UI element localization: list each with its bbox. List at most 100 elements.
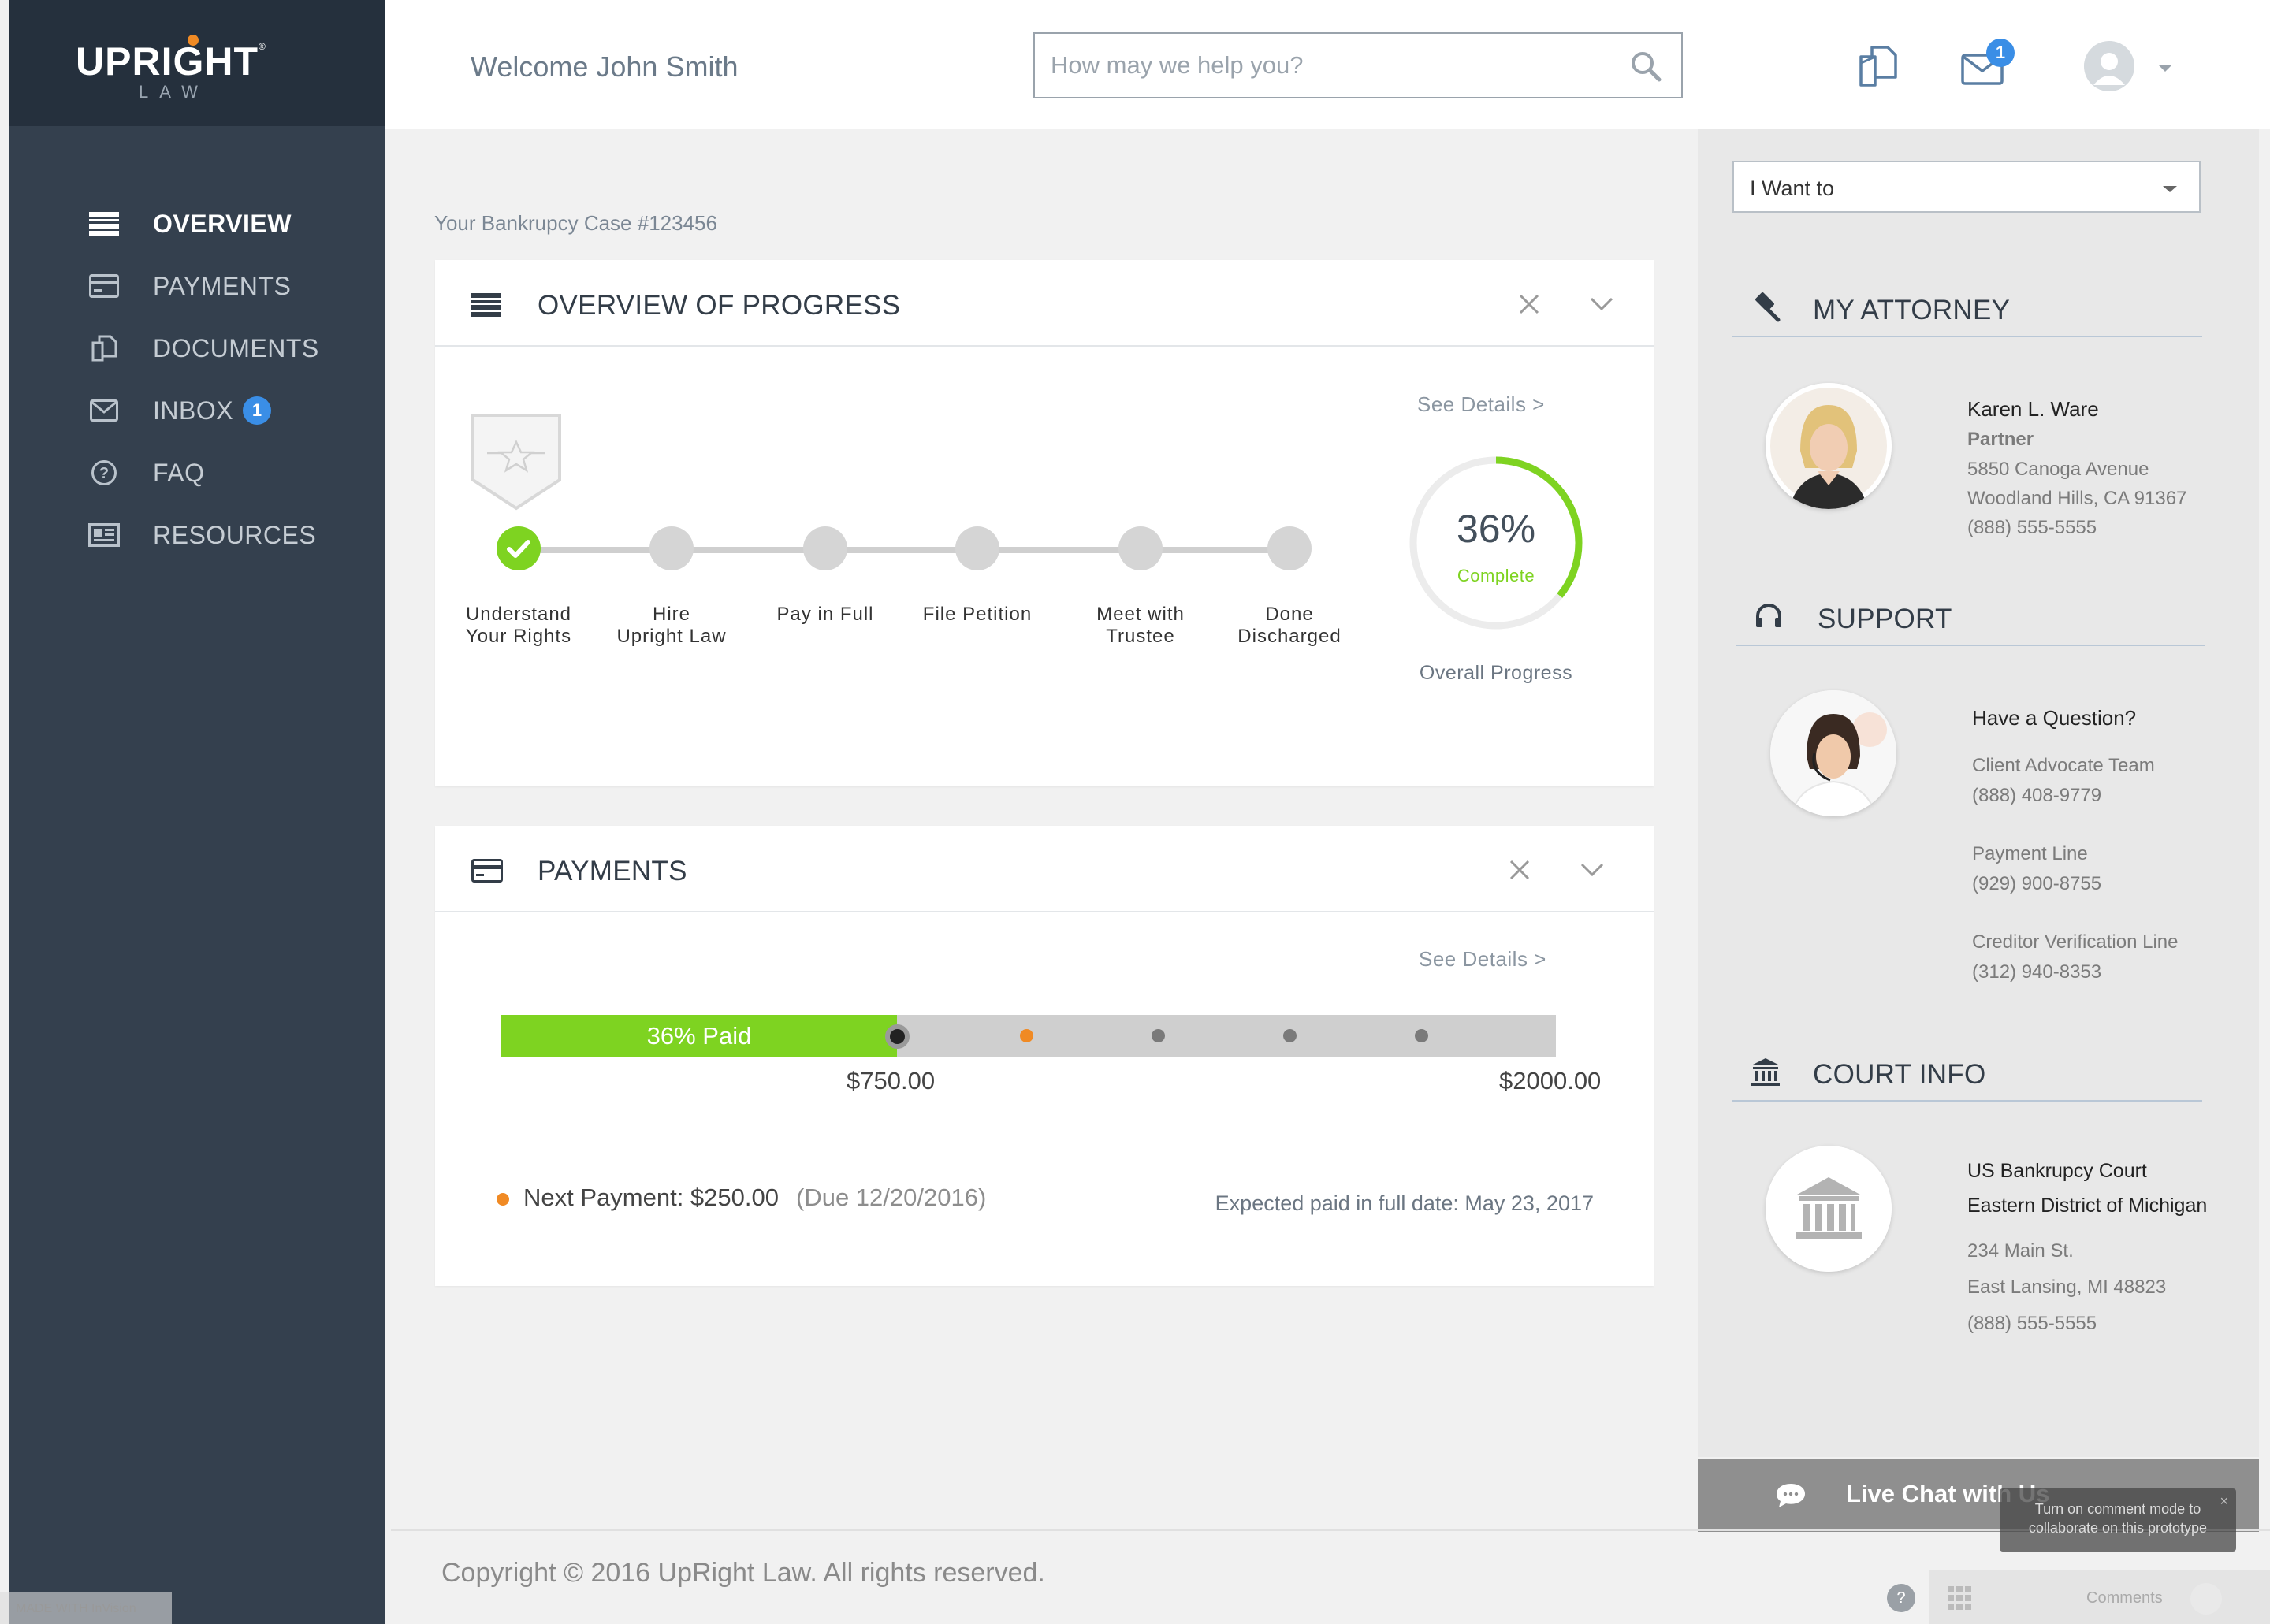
right-panel: I Want to MY ATTORNEY Karen L. Ware Part…	[1698, 129, 2259, 1532]
progress-track	[520, 547, 1308, 553]
chevron-down-icon[interactable]	[1580, 860, 1605, 879]
expected-paid-date: Expected paid in full date: May 23, 2017	[1215, 1191, 1594, 1215]
sidebar-item-resources[interactable]: RESOURCES	[9, 510, 385, 560]
see-details-link[interactable]: See Details >	[1417, 392, 1545, 416]
next-payment-marker	[1020, 1029, 1033, 1042]
progress-percent: 36%	[1456, 507, 1536, 551]
upright-law-logo[interactable]: UPRIGHT ® LAW	[76, 35, 281, 102]
chevron-down-icon[interactable]	[2158, 65, 2172, 72]
toggle-icon[interactable]	[2190, 1583, 2222, 1615]
support-question: Have a Question?	[1972, 706, 2137, 730]
grid-icon[interactable]	[1948, 1586, 1971, 1610]
sidebar-item-inbox[interactable]: INBOX 1	[9, 385, 385, 436]
chevron-down-icon[interactable]	[1589, 295, 1614, 314]
brand-header: UPRIGHT ® LAW	[9, 0, 385, 126]
client-advocate-label: Client Advocate Team	[1972, 755, 2155, 776]
progress-step-dot	[955, 526, 999, 570]
made-with-text: MADE WITH InVision	[16, 1602, 136, 1615]
user-avatar[interactable]	[2084, 41, 2134, 91]
support-agent-photo	[1770, 690, 1896, 816]
progress-step-label: Done Discharged	[1237, 604, 1342, 647]
tooltip-text: Turn on comment mode to collaborate on t…	[2028, 1501, 2208, 1536]
card-title: PAYMENTS	[538, 856, 687, 886]
next-payment-amount: Next Payment: $250.00	[523, 1184, 779, 1211]
footer-divider	[391, 1529, 2270, 1531]
paid-percent-label: 36% Paid	[646, 1022, 752, 1050]
support-section-header: SUPPORT	[1736, 583, 2205, 646]
payments-card: PAYMENTS See Details > 36% Paid $750.00 …	[435, 826, 1654, 1286]
overview-icon	[88, 211, 120, 236]
current-payment-marker	[885, 1024, 910, 1049]
sidebar-item-label: PAYMENTS	[153, 271, 292, 300]
courthouse-image	[1766, 1146, 1892, 1272]
question-icon: ?	[88, 460, 120, 485]
logo-accent-dot	[188, 35, 199, 46]
see-details-link[interactable]: See Details >	[1419, 947, 1546, 971]
documents-icon[interactable]	[1856, 44, 1900, 88]
attorney-section-header: MY ATTORNEY	[1732, 274, 2202, 337]
progress-step-dot	[1267, 526, 1312, 570]
chevron-down-icon	[2163, 186, 2177, 192]
made-with-badge: MADE WITH InVision	[0, 1592, 172, 1624]
progress-step-label: Meet with Trustee	[1096, 604, 1185, 647]
sidebar-item-label: FAQ	[153, 458, 205, 487]
progress-step-label: File Petition	[922, 604, 1033, 625]
close-icon[interactable]	[1507, 857, 1532, 883]
attorney-role: Partner	[1967, 429, 2034, 450]
sidebar-item-overview[interactable]: OVERVIEW	[9, 199, 385, 249]
sidebar-item-label: INBOX	[153, 396, 234, 425]
court-address-line1: 234 Main St.	[1967, 1240, 2074, 1262]
payment-line-label: Payment Line	[1972, 843, 2088, 864]
court-address-line2: East Lansing, MI 48823	[1967, 1277, 2167, 1298]
attorney-name: Karen L. Ware	[1967, 397, 2099, 421]
sidebar-item-label: DOCUMENTS	[153, 333, 319, 362]
progress-ring	[1409, 456, 1583, 630]
client-advocate-phone[interactable]: (888) 408-9779	[1972, 785, 2102, 806]
documents-icon	[88, 335, 120, 362]
help-button[interactable]: ?	[1887, 1584, 1915, 1612]
court-name-line2: Eastern District of Michigan	[1967, 1195, 2208, 1217]
court-phone[interactable]: (888) 555-5555	[1967, 1313, 2097, 1334]
top-header: Welcome John Smith 1	[385, 0, 2270, 129]
search-icon[interactable]	[1629, 50, 1662, 83]
comments-toggle[interactable]: Comments	[2086, 1589, 2163, 1607]
attorney-phone[interactable]: (888) 555-5555	[1967, 517, 2097, 538]
welcome-message: Welcome John Smith	[471, 50, 739, 83]
progress-step-dot	[1118, 526, 1163, 570]
sidebar-item-faq[interactable]: ? FAQ	[9, 448, 385, 498]
court-name-line1: US Bankrupcy Court	[1967, 1160, 2147, 1182]
sidebar-item-payments[interactable]: PAYMENTS	[9, 261, 385, 311]
creditor-line-phone[interactable]: (312) 940-8353	[1972, 961, 2102, 983]
close-icon[interactable]	[1516, 292, 1542, 317]
close-icon[interactable]: ×	[2220, 1493, 2228, 1509]
badge-shield-icon	[470, 412, 563, 511]
attorney-address-line1: 5850 Canoga Avenue	[1967, 459, 2149, 480]
payment-line-phone[interactable]: (929) 900-8755	[1972, 873, 2102, 894]
payment-marker	[1283, 1029, 1297, 1042]
case-title: Your Bankrupcy Case #123456	[434, 211, 717, 235]
credit-card-icon	[471, 859, 503, 883]
logo-registered-mark: ®	[259, 41, 266, 52]
creditor-line-label: Creditor Verification Line	[1972, 931, 2179, 953]
progress-step-dot	[649, 526, 694, 570]
sidebar-item-label: RESOURCES	[153, 520, 317, 549]
search-input[interactable]	[1051, 34, 1618, 97]
sidebar-item-label: OVERVIEW	[153, 209, 292, 238]
court-section-header: COURT INFO	[1732, 1039, 2202, 1102]
attorney-photo	[1766, 383, 1892, 509]
check-icon	[507, 540, 530, 558]
attorney-address-line2: Woodland Hills, CA 91367	[1967, 488, 2187, 509]
credit-card-icon	[88, 273, 120, 299]
newspaper-icon	[88, 522, 120, 548]
sidebar-item-documents[interactable]: DOCUMENTS	[9, 323, 385, 373]
progress-step-dot	[803, 526, 847, 570]
card-title: OVERVIEW OF PROGRESS	[538, 290, 901, 321]
logo-subtitle: LAW	[139, 82, 209, 102]
progress-step-label: Pay in Full	[776, 604, 874, 625]
i-want-to-dropdown[interactable]: I Want to	[1732, 161, 2201, 213]
card-header: OVERVIEW OF PROGRESS	[435, 260, 1654, 347]
payment-progress-fill	[501, 1015, 897, 1057]
section-title: MY ATTORNEY	[1813, 295, 2011, 325]
inbox-count-badge: 1	[243, 396, 271, 425]
courthouse-icon	[1750, 1056, 1781, 1087]
